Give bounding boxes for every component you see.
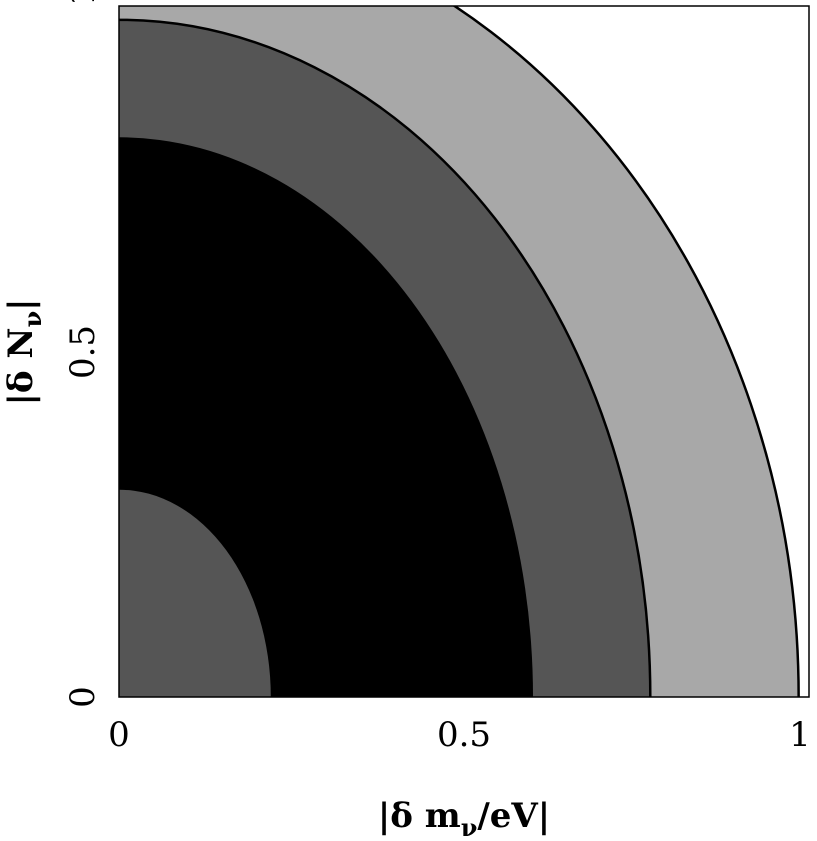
- contour-line-1: [452, 6, 800, 697]
- contour-lines: [119, 6, 800, 697]
- x-tick-label-0: 0: [108, 715, 130, 755]
- contour-line-2: [119, 18, 652, 697]
- y-tick-label-0: 0: [63, 686, 103, 708]
- plot-frame: [118, 5, 810, 698]
- x-tick-label-0.5: 0.5: [437, 715, 491, 755]
- y-tick-label-1: 1: [63, 0, 103, 6]
- contour-regions: [119, 6, 809, 697]
- x-axis-label: |δ mν/eV|: [378, 796, 550, 841]
- y-axis-label: |δ Nν|: [1, 299, 47, 406]
- x-tick-label-1: 1: [789, 715, 811, 755]
- contour-region-5: [119, 489, 271, 697]
- y-tick-label-0.5: 0.5: [63, 325, 103, 379]
